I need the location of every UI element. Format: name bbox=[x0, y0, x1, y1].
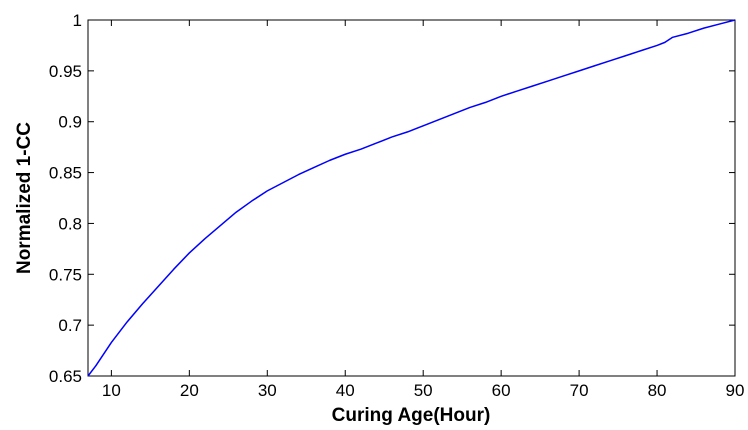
x-tick-label: 70 bbox=[570, 381, 589, 400]
y-axis: 0.65 0.7 0.75 0.8 0.85 0.9 0.95 1 bbox=[49, 11, 735, 386]
x-tick-label: 10 bbox=[102, 381, 121, 400]
x-tick-label: 60 bbox=[492, 381, 511, 400]
y-tick-label: 0.95 bbox=[49, 62, 82, 81]
x-tick-label: 90 bbox=[726, 381, 745, 400]
x-tick-label: 40 bbox=[336, 381, 355, 400]
x-tick-label: 50 bbox=[414, 381, 433, 400]
y-tick-label: 0.9 bbox=[58, 113, 82, 132]
x-tick-label: 30 bbox=[258, 381, 277, 400]
y-axis-title: Normalized 1-CC bbox=[14, 122, 35, 274]
x-tick-label: 80 bbox=[648, 381, 667, 400]
y-tick-label: 1 bbox=[73, 11, 82, 30]
x-tick-label: 20 bbox=[180, 381, 199, 400]
series-layer bbox=[87, 19, 736, 377]
y-tick-label: 0.85 bbox=[49, 164, 82, 183]
plot-frame bbox=[87, 19, 736, 377]
series-line bbox=[87, 19, 736, 377]
y-tick-label: 0.8 bbox=[58, 214, 82, 233]
plot-area bbox=[87, 19, 736, 377]
x-axis: 10 20 30 40 50 60 70 80 90 bbox=[102, 20, 745, 400]
y-tick-label: 0.65 bbox=[49, 367, 82, 386]
y-tick-label: 0.75 bbox=[49, 265, 82, 284]
y-tick-label: 0.7 bbox=[58, 316, 82, 335]
x-axis-title: Curing Age(Hour) bbox=[332, 405, 491, 426]
